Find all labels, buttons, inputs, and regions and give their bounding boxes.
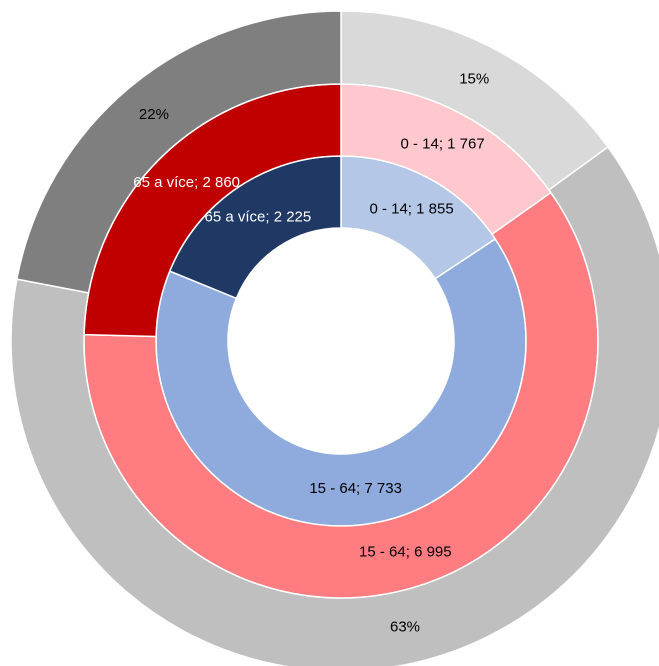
data-label: 0 - 14; 1 767 [400,136,484,153]
data-label: 22% [139,106,169,123]
data-label: 15 - 64; 6 995 [359,543,452,560]
donut-segment [10,145,659,666]
data-label: 15 - 64; 7 733 [309,480,402,497]
data-label: 63% [390,618,420,635]
data-label: 65 a více; 2 860 [133,174,240,191]
data-label: 65 a více; 2 225 [205,208,312,225]
data-label: 0 - 14; 1 855 [369,201,453,218]
donut-segment [15,10,342,294]
data-label: 15% [459,70,489,87]
